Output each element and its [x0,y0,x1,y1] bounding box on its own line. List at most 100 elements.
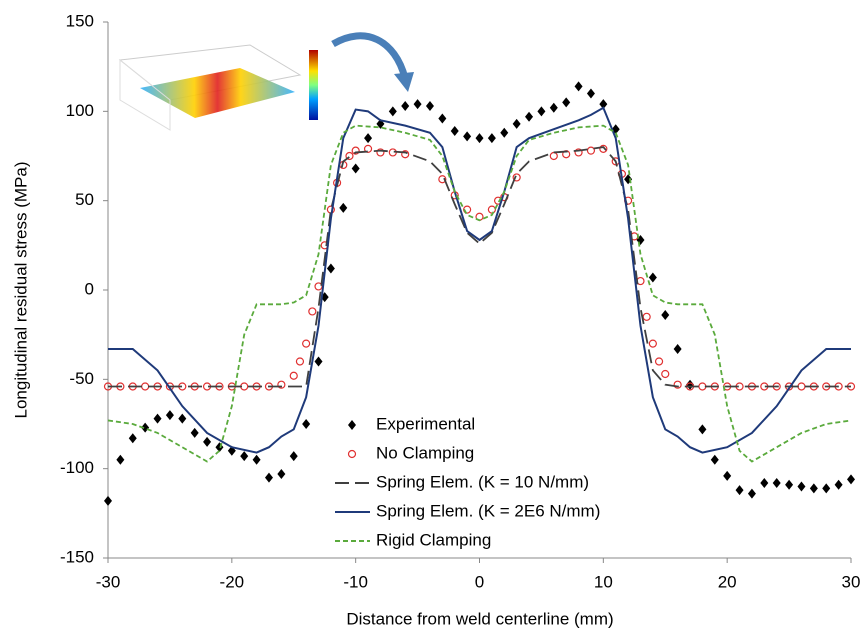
legend-label: No Clamping [376,443,474,462]
point [314,282,323,291]
point [277,469,286,480]
point [512,173,521,182]
x-tick-label: 10 [594,572,613,591]
point [809,483,818,494]
x-axis-title: Distance from weld centerline (mm) [346,609,613,628]
point [190,427,199,438]
point [141,382,150,391]
point [413,99,422,110]
point [104,495,112,506]
point [240,451,249,462]
point [586,146,596,155]
point [586,88,595,99]
point [673,380,682,389]
y-tick-label: -150 [60,547,94,566]
legend-label: Spring Elem. (K = 10 N/mm) [376,472,589,491]
legend-label: Rigid Clamping [376,530,491,549]
point [648,339,657,348]
point [203,436,212,447]
x-tick-label: -20 [220,572,245,591]
point [295,357,305,366]
point [116,454,125,465]
point [401,150,410,159]
point [289,451,298,462]
point [475,133,484,144]
point [525,111,534,122]
series-line [108,106,851,454]
point [450,125,459,136]
point [487,133,496,144]
point [834,479,843,490]
point [735,485,744,496]
legend-label: Experimental [376,414,475,433]
point [599,99,608,110]
point [797,481,806,492]
point [302,419,311,429]
point [562,97,571,108]
y-tick-label: 100 [66,101,94,120]
legend-swatch [348,420,356,430]
point [302,339,311,348]
point [314,356,323,367]
point [549,102,558,113]
y-tick-label: 0 [85,279,94,298]
point [599,144,608,153]
series-line [108,146,851,388]
point [252,454,261,465]
x-tick-label: -30 [96,572,121,591]
point [153,413,162,424]
point [178,413,187,424]
point [289,371,298,380]
point [364,133,373,144]
x-tick-label: 20 [718,572,737,591]
point [339,202,348,213]
point [351,146,360,155]
inset-figure [118,32,414,131]
point [277,380,286,389]
point [673,343,682,354]
point [500,127,509,138]
point [772,477,781,488]
point [512,118,521,129]
point [654,357,664,366]
point [463,131,472,142]
point [847,474,855,485]
series-line [107,124,852,463]
point [438,113,447,124]
point [165,410,174,421]
point [128,433,137,444]
point [661,369,670,379]
point [698,424,707,435]
point [760,477,769,488]
point [574,81,583,92]
point [345,151,354,161]
point [401,100,410,111]
point [425,100,434,111]
legend-swatch [347,449,357,459]
point [537,106,546,117]
y-tick-label: 50 [75,190,94,209]
y-axis-title: Longitudinal residual stress (MPa) [11,161,30,418]
point [308,307,317,316]
point [648,272,657,283]
point [822,483,831,494]
x-tick-label: -10 [343,572,368,591]
point [710,454,719,465]
point [785,479,794,490]
point [747,488,756,499]
point [326,263,335,274]
x-tick-label: 30 [842,572,861,591]
point [574,148,583,157]
y-tick-label: -50 [69,369,94,388]
point [388,106,397,117]
point [351,163,360,174]
point [549,151,558,161]
legend-label: Spring Elem. (K = 2E6 N/mm) [376,501,600,520]
y-tick-label: 150 [66,11,94,30]
point [363,144,373,153]
x-tick-label: 0 [475,572,484,591]
point [487,205,496,214]
y-tick-label: -100 [60,458,94,477]
point [642,312,651,321]
